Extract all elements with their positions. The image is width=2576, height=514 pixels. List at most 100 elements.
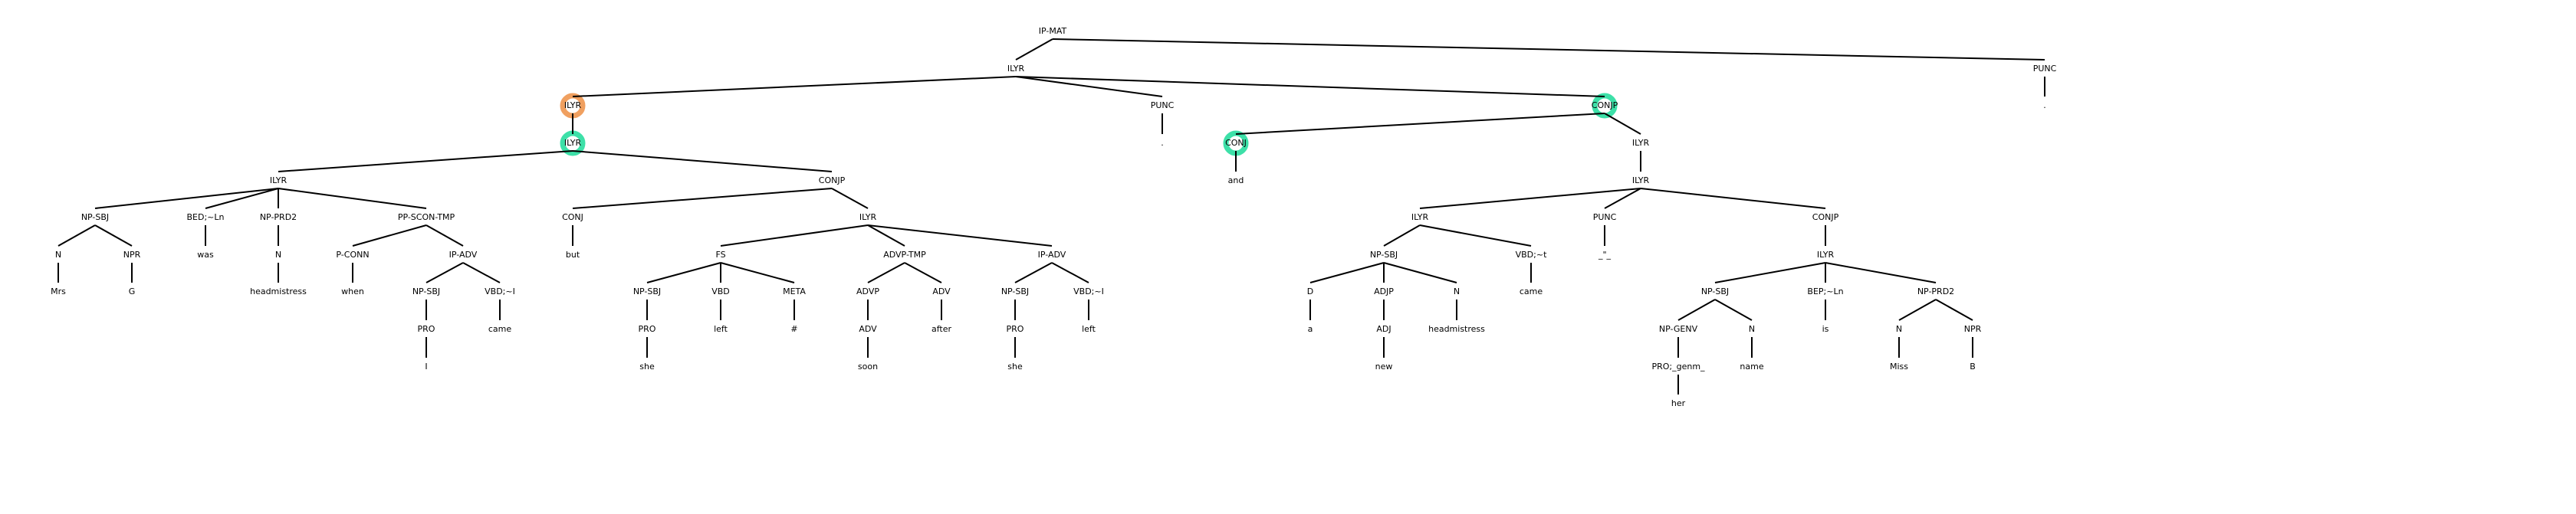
tree-node-np-prd2: NP-PRD2 xyxy=(260,212,297,222)
tree-edge xyxy=(94,224,133,247)
tree-node-she: she xyxy=(1007,362,1023,372)
tree-node-conjp: CONJP xyxy=(1812,212,1839,222)
tree-edge xyxy=(646,262,721,283)
tree-edge xyxy=(572,188,833,209)
tree-edge xyxy=(1714,299,1753,321)
tree-node-fs: FS xyxy=(715,250,725,260)
tree-edge xyxy=(1383,262,1457,283)
tree-edge xyxy=(1383,224,1421,247)
tree-node-pro-genm: PRO;_genm_ xyxy=(1651,362,1705,372)
tree-edge xyxy=(1235,113,1605,135)
tree-node-ilyr: ILYR xyxy=(1411,212,1429,222)
tree-edge xyxy=(1052,38,2045,61)
tree-node-adjp: ADJP xyxy=(1374,286,1394,296)
tree-node-soon: soon xyxy=(858,362,878,372)
tree-edge xyxy=(278,188,427,209)
tree-edge xyxy=(1051,262,1089,283)
tree-node-she: she xyxy=(639,362,655,372)
tree-node-punc: PUNC xyxy=(2033,64,2057,74)
tree-node-was: was xyxy=(197,250,214,260)
tree-node-n: N xyxy=(275,250,281,260)
tree-node-but: but xyxy=(566,250,580,260)
tree-node-b: B xyxy=(1970,362,1976,372)
tree-edge xyxy=(1419,188,1641,209)
tree-edge xyxy=(1015,76,1605,97)
tree-node-advp: ADVP xyxy=(856,286,879,296)
tree-node-symbol: . xyxy=(1161,138,1164,148)
tree-node-came: came xyxy=(488,324,512,334)
tree-node-pro: PRO xyxy=(639,324,656,334)
tree-node-np-sbj: NP-SBJ xyxy=(412,286,440,296)
tree-edge xyxy=(572,150,833,172)
tree-node-vbd: VBD xyxy=(711,286,730,296)
tree-node-conj: CONJ xyxy=(1225,138,1247,148)
tree-node-g: G xyxy=(129,286,136,296)
tree-node-pp-scon-tmp: PP-SCON-TMP xyxy=(398,212,455,222)
tree-edge xyxy=(1309,262,1385,283)
tree-node-ip-adv: IP-ADV xyxy=(1038,250,1066,260)
tree-node-d: D xyxy=(1307,286,1313,296)
tree-edge xyxy=(205,188,279,209)
tree-edge xyxy=(462,262,501,283)
tree-edge xyxy=(831,188,869,209)
tree-node-when: when xyxy=(341,286,364,296)
tree-node-symbol: # xyxy=(790,324,797,334)
tree-node-meta: META xyxy=(783,286,806,296)
tree-node-headmistress: headmistress xyxy=(1428,324,1485,334)
tree-edge xyxy=(352,224,427,247)
tree-node-bep-ln: BEP;~Ln xyxy=(1807,286,1843,296)
tree-node-pro: PRO xyxy=(1007,324,1024,334)
tree-edge xyxy=(94,188,279,209)
tree-edge xyxy=(1825,262,1937,283)
tree-node-adv: ADV xyxy=(932,286,951,296)
tree-node-conjp: CONJP xyxy=(819,175,846,185)
tree-node-came: came xyxy=(1520,286,1543,296)
tree-edge xyxy=(1015,76,1163,97)
tree-edge xyxy=(1640,188,1826,209)
tree-node-conj: CONJ xyxy=(562,212,583,222)
label-layer: IP-MAT ILYR PUNC ILYR PUNC CONJP ILYR. CONJ ILYR… xyxy=(51,26,2056,408)
tree-node-p-conn: P-CONN xyxy=(336,250,369,260)
tree-edge xyxy=(867,224,1053,247)
tree-node-n: N xyxy=(1749,324,1755,334)
tree-node-ilyr: ILYR xyxy=(564,100,582,110)
tree-edge xyxy=(1677,299,1716,321)
tree-node-and: and xyxy=(1228,175,1244,185)
tree-edge xyxy=(867,262,905,283)
tree-node-ip-adv: IP-ADV xyxy=(449,250,478,260)
tree-node-pro: PRO xyxy=(418,324,435,334)
tree-edge xyxy=(904,262,942,283)
tree-node-after: after xyxy=(932,324,952,334)
edge-layer xyxy=(58,38,2045,395)
tree-node-n: N xyxy=(1896,324,1902,334)
tree-node-i: I xyxy=(425,362,427,372)
tree-edge xyxy=(58,224,96,247)
tree-node-punc: PUNC xyxy=(1593,212,1617,222)
tree-edge xyxy=(1898,299,1937,321)
tree-node-np-sbj: NP-SBJ xyxy=(1370,250,1398,260)
tree-node-is: is xyxy=(1822,324,1829,334)
tree-edge xyxy=(278,150,573,172)
tree-edge xyxy=(1604,113,1641,135)
tree-edge xyxy=(720,262,795,283)
tree-node-np-sbj: NP-SBJ xyxy=(633,286,661,296)
tree-node-ip-mat: IP-MAT xyxy=(1039,26,1067,36)
tree-node-np-sbj: NP-SBJ xyxy=(81,212,109,222)
tree-edge xyxy=(867,224,905,247)
tree-node-ilyr: ILYR xyxy=(859,212,877,222)
tree-edge xyxy=(572,76,1017,97)
tree-node-np-genv: NP-GENV xyxy=(1659,324,1698,334)
tree-node-npr: NPR xyxy=(1964,324,1982,334)
tree-node-name: name xyxy=(1740,362,1763,372)
tree-node-np-sbj: NP-SBJ xyxy=(1001,286,1029,296)
tree-node-mrs: Mrs xyxy=(51,286,66,296)
tree-node-conjp: CONJP xyxy=(1592,100,1618,110)
tree-node-symbol: _"_ xyxy=(1598,250,1612,260)
tree-edge xyxy=(1014,262,1053,283)
tree-node-adv: ADV xyxy=(859,324,877,334)
tree-node-ilyr: ILYR xyxy=(270,175,288,185)
tree-node-np-sbj: NP-SBJ xyxy=(1701,286,1729,296)
tree-node-advp-tmp: ADVP-TMP xyxy=(883,250,926,260)
tree-node-vbd-i: VBD;~I xyxy=(1073,286,1104,296)
